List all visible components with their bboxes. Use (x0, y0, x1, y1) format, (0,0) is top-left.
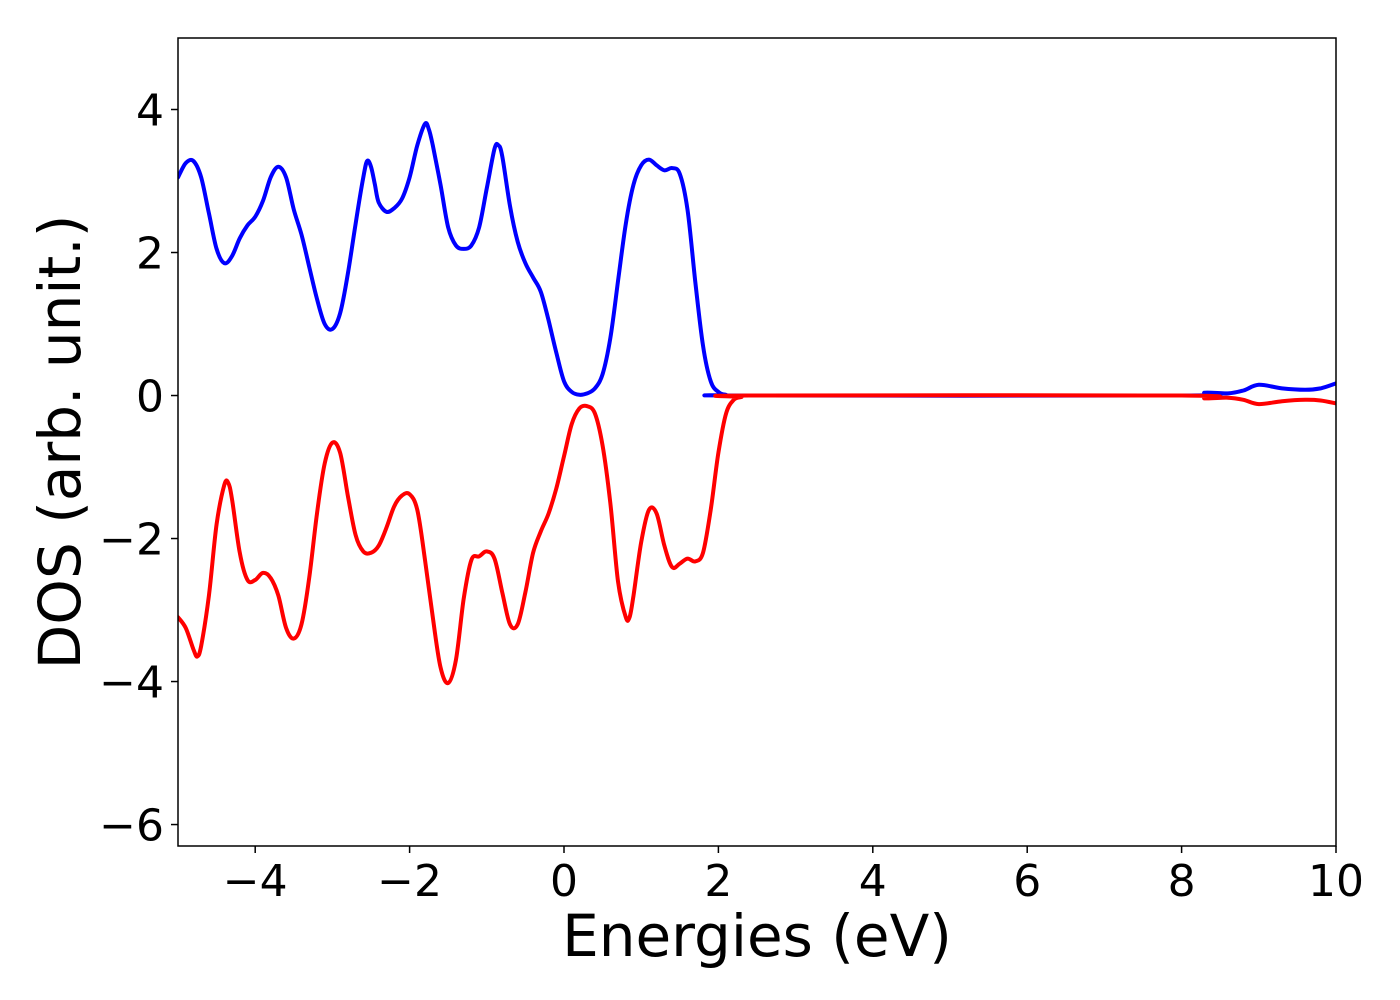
series-layer (178, 121, 1336, 686)
x-tick-label: 10 (1308, 856, 1364, 907)
y-axis-ticks: −6 −4 −2 0 2 4 (99, 86, 178, 852)
x-tick-label: −2 (377, 856, 442, 907)
y-tick-label: 2 (136, 229, 164, 280)
x-tick-label: −4 (223, 856, 288, 907)
x-tick-label: 8 (1168, 856, 1196, 907)
y-axis-title: DOS (arb. unit.) (26, 215, 94, 670)
x-axis-ticks: −4 −2 0 2 4 6 8 10 (223, 846, 1364, 907)
y-tick-label: 0 (136, 372, 164, 423)
y-tick-label: −2 (99, 515, 164, 566)
x-axis-title: Energies (eV) (562, 902, 952, 970)
x-tick-label: 4 (859, 856, 887, 907)
x-tick-label: 2 (704, 856, 732, 907)
x-tick-label: 0 (550, 856, 578, 907)
series-line-up (178, 121, 1336, 398)
series-line-down (178, 393, 1336, 686)
y-tick-label: −6 (99, 801, 164, 852)
y-tick-label: 4 (136, 86, 164, 137)
plot-frame (177, 37, 1337, 847)
y-tick-label: −4 (99, 658, 164, 709)
x-tick-label: 6 (1013, 856, 1041, 907)
